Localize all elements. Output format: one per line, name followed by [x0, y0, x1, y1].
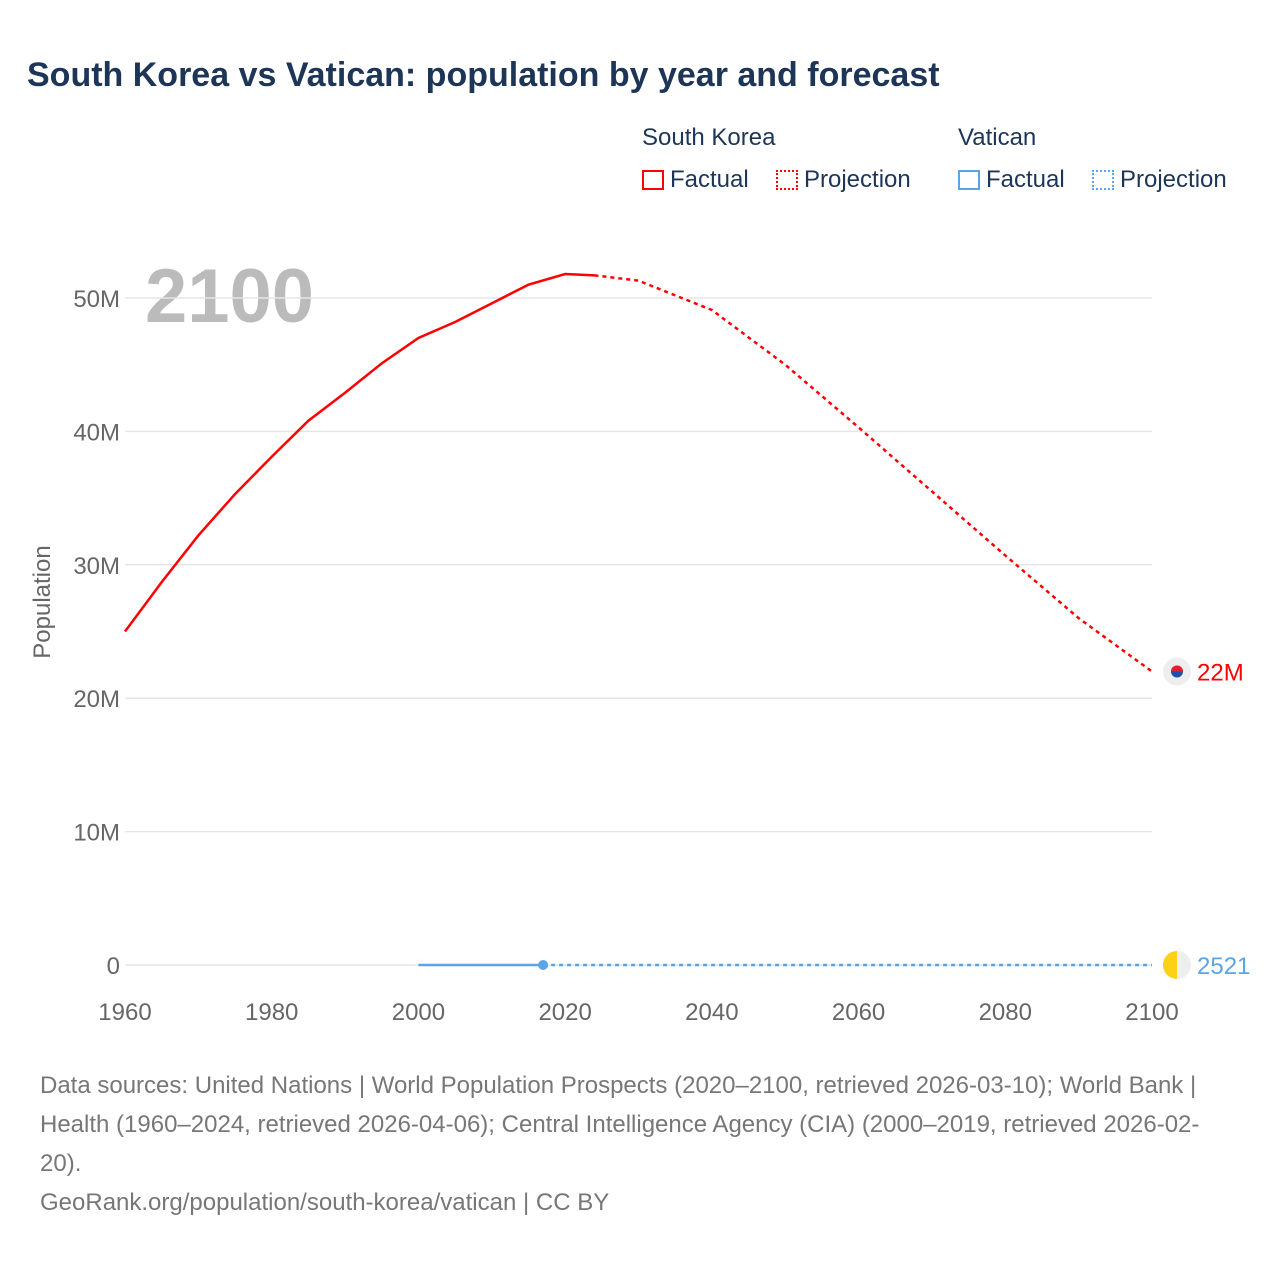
flag-yellow-half — [1163, 950, 1177, 979]
x-tick-label: 1960 — [98, 999, 151, 1026]
y-tick-label: 20M — [73, 686, 120, 713]
legend-title-vatican: Vatican — [958, 124, 1037, 151]
x-tick-label: 2000 — [392, 999, 445, 1026]
legend-south-korea-factual[interactable]: Factual — [642, 166, 749, 194]
x-tick-label: 2020 — [538, 999, 591, 1026]
series-0-projection-line — [594, 274, 1153, 673]
x-tick-label: 2040 — [685, 999, 738, 1026]
y-tick-label: 40M — [73, 419, 120, 446]
legend-swatch-dotted — [776, 170, 798, 190]
flag-taegeuk-red — [1171, 665, 1183, 672]
y-tick-label: 0 — [107, 953, 120, 980]
series-0-factual-line — [123, 272, 595, 633]
y-tick-label: 10M — [73, 820, 120, 847]
x-tick-label: 2100 — [1125, 999, 1178, 1026]
x-tick-label: 2080 — [979, 999, 1032, 1026]
plot-area: 2100 Population 0 10M 20M 30M 40M 50M 1960 1980… — [29, 254, 1250, 1026]
series-point — [538, 959, 549, 970]
footer: Data sources: United Nations | World Pop… — [40, 1066, 1240, 1222]
legend-label: Projection — [1120, 166, 1227, 193]
y-axis-label: Population — [29, 545, 56, 658]
legend-vatican-projection[interactable]: Projection — [1092, 166, 1227, 194]
chart-title: South Korea vs Vatican: population by ye… — [27, 56, 940, 94]
y-tick-label: 50M — [73, 286, 120, 313]
series-end-label: 22M — [1197, 660, 1244, 687]
legend-swatch-solid — [958, 170, 980, 190]
year-watermark: 2100 — [145, 254, 314, 339]
legend-south-korea-projection[interactable]: Projection — [776, 166, 911, 194]
x-tick-label: 2060 — [832, 999, 885, 1026]
legend-label: Factual — [670, 166, 749, 193]
y-tick-label: 30M — [73, 553, 120, 580]
legend-swatch-solid — [642, 170, 664, 190]
x-tick-label: 1980 — [245, 999, 298, 1026]
legend-vatican-factual[interactable]: Factual — [958, 166, 1065, 194]
legend-title-south-korea: South Korea — [642, 124, 776, 151]
legend-label: Factual — [986, 166, 1065, 193]
data-sources: Data sources: United Nations | World Pop… — [40, 1072, 1200, 1177]
legend-swatch-dotted — [1092, 170, 1114, 190]
legend-label: Projection — [804, 166, 911, 193]
series-end-label: 2521 — [1197, 953, 1250, 980]
credit-link[interactable]: GeoRank.org/population/south-korea/vatic… — [40, 1189, 610, 1216]
